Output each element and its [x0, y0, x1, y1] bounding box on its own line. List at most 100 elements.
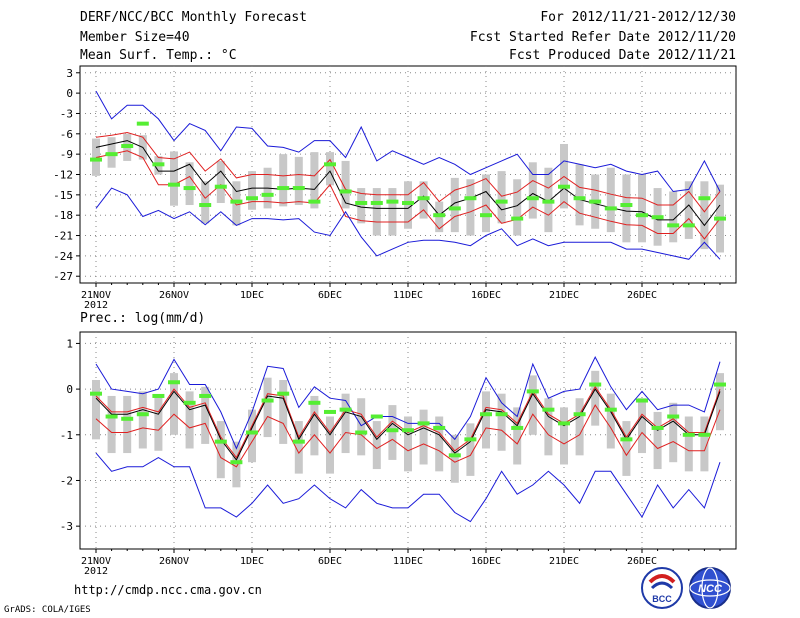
ensemble-range-bar — [575, 398, 584, 456]
observed-marker — [511, 425, 524, 430]
observed-marker — [495, 412, 508, 417]
x-tick-label: 6DEC — [318, 556, 342, 567]
series-upper — [95, 131, 721, 213]
y-tick-label: -24 — [53, 250, 73, 263]
ensemble-range-bar — [138, 391, 147, 449]
x-tick-sublabel: 2012 — [84, 566, 108, 577]
observed-marker — [698, 432, 711, 437]
ensemble-range-bar — [232, 441, 241, 488]
observed-marker — [651, 425, 664, 430]
ensemble-range-bar — [388, 405, 397, 460]
observed-marker — [230, 199, 243, 204]
ensemble-range-bar — [107, 395, 116, 454]
observed-marker — [355, 430, 368, 435]
observed-marker — [620, 203, 633, 208]
ensemble-range-bar — [248, 409, 256, 463]
observed-marker — [136, 121, 149, 126]
observed-marker — [152, 393, 165, 398]
y-tick-label: -21 — [53, 230, 73, 243]
series-lower — [95, 404, 721, 468]
ensemble-range-bar — [357, 398, 366, 456]
ensemble-range-bar — [263, 377, 272, 438]
x-tick-label: 21NOV — [81, 290, 111, 301]
ensemble-range-bar — [310, 152, 319, 209]
ensemble-range-bar — [638, 398, 646, 454]
series-ensemble_max — [95, 355, 721, 450]
observed-marker — [152, 162, 165, 167]
y-tick-label: -18 — [53, 209, 73, 222]
observed-marker — [261, 192, 274, 197]
x-tick-label: 1DEC — [240, 290, 264, 301]
forecast-period: For 2012/11/21-2012/12/30 — [540, 10, 736, 25]
observed-marker — [698, 196, 711, 201]
observed-marker — [370, 414, 383, 419]
ensemble-range-bar — [341, 393, 350, 454]
y-tick-label: 0 — [66, 383, 73, 396]
ensemble-range-bar — [684, 181, 693, 239]
ensemble-range-bar — [92, 379, 100, 440]
observed-marker — [542, 199, 555, 204]
observed-marker — [448, 206, 461, 211]
ensemble-range-bar — [279, 154, 288, 207]
observed-marker — [199, 393, 212, 398]
observed-marker — [183, 400, 196, 405]
ensemble-range-bar — [466, 179, 475, 236]
ensemble-range-bar — [528, 375, 537, 435]
precip-label: Prec.: log(mm/d) — [80, 311, 206, 326]
observed-marker — [526, 389, 539, 394]
observed-marker — [402, 200, 414, 205]
ensemble-range-bar — [294, 421, 303, 474]
observed-marker — [604, 206, 617, 211]
x-tick-label: 21DEC — [549, 556, 579, 567]
observed-marker — [90, 157, 102, 162]
ensemble-range-bar — [606, 393, 615, 449]
x-tick-label: 1DEC — [240, 556, 264, 567]
ensemble-range-bar — [216, 160, 225, 203]
ensemble-range-bar — [154, 395, 163, 451]
observed-marker — [464, 196, 477, 201]
y-tick-label: -27 — [53, 270, 73, 283]
observed-marker — [495, 199, 508, 204]
y-tick-label: -3 — [60, 107, 73, 120]
observed-marker — [682, 223, 695, 228]
x-tick-label: 16DEC — [471, 556, 501, 567]
bcc-logo: BCC — [641, 567, 683, 609]
observed-marker — [214, 184, 227, 189]
logos: BCC NCC — [641, 567, 731, 609]
series-mean — [95, 388, 721, 461]
observed-marker — [417, 421, 430, 426]
ensemble-range-bar — [482, 391, 490, 449]
ensemble-range-bar — [450, 434, 459, 483]
ensemble-range-bar — [294, 156, 303, 206]
observed-marker — [464, 437, 477, 442]
observed-marker — [168, 182, 180, 187]
ensemble-range-bar — [591, 370, 600, 426]
ensemble-range-bar — [201, 181, 210, 224]
ensemble-range-bar — [622, 174, 631, 243]
ensemble-range-bar — [513, 407, 522, 465]
y-tick-label: -6 — [60, 128, 73, 141]
x-tick-label: 26NOV — [159, 290, 189, 301]
observed-marker — [589, 199, 602, 204]
observed-marker — [308, 199, 321, 204]
observed-marker — [636, 213, 648, 218]
member-size: Member Size=40 — [80, 30, 190, 45]
observed-marker — [121, 144, 134, 149]
observed-marker — [433, 425, 446, 430]
observed-marker — [277, 391, 290, 396]
ensemble-range-bar — [216, 421, 225, 479]
ensemble-range-bar — [669, 191, 678, 243]
bcc-logo-text: BCC — [652, 594, 672, 604]
observed-marker — [480, 213, 492, 218]
observed-marker — [667, 414, 680, 419]
observed-marker — [620, 437, 633, 442]
x-tick-sublabel: 2012 — [84, 300, 108, 311]
observed-marker — [339, 189, 352, 194]
ensemble-range-bar — [450, 177, 459, 233]
observed-marker — [573, 196, 586, 201]
observed-marker — [105, 414, 118, 419]
observed-marker — [246, 430, 258, 435]
source-url[interactable]: http://cmdp.ncc.cma.gov.cn — [74, 583, 262, 597]
ensemble-range-bar — [653, 411, 662, 470]
observed-marker — [636, 398, 648, 403]
